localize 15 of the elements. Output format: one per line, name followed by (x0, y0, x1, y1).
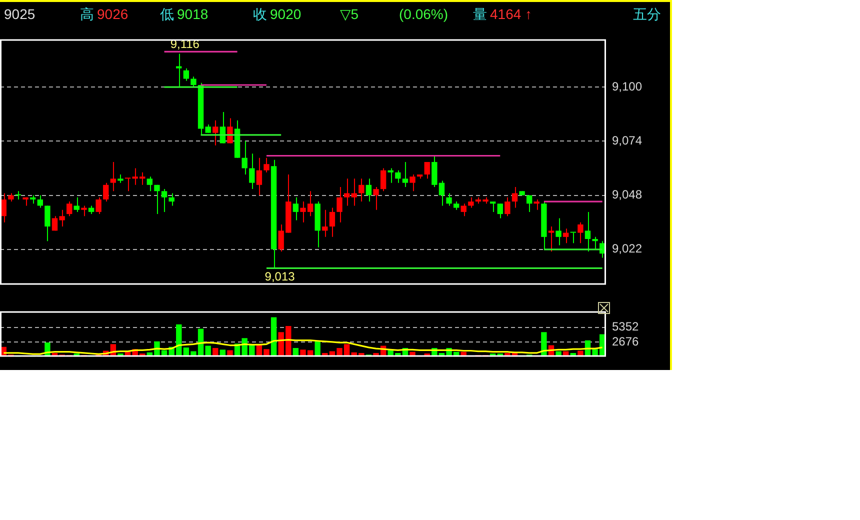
text: 量 4164 ↑ (473, 6, 532, 22)
y-tick-label: 9,048 (612, 188, 642, 202)
text: ▽5 (340, 6, 359, 22)
y-tick-label: 2676 (612, 334, 640, 348)
y-tick-label: 9,074 (612, 134, 642, 148)
text: 高 9026 (80, 6, 128, 22)
annotation: 9,013 (264, 269, 296, 284)
y-tick-label: 9,022 (612, 242, 642, 256)
text: (0.06%) (399, 6, 448, 22)
text: 低 9018 (160, 6, 208, 22)
text: 收 9020 (253, 6, 302, 22)
y-tick-label: 9,100 (612, 79, 642, 94)
y-tick-label: 5352 (612, 320, 640, 334)
text: 五分 (633, 6, 661, 22)
text: 9025 (4, 6, 36, 22)
